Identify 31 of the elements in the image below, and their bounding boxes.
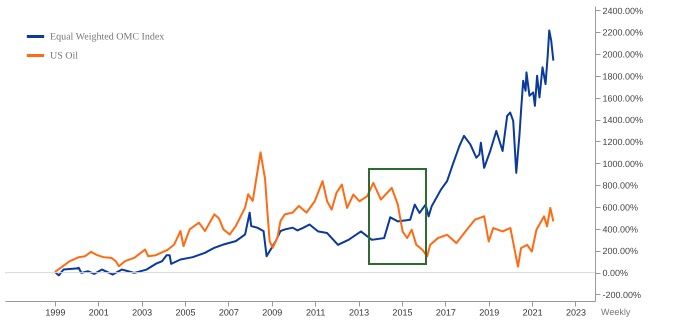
- y-tick-label: 2000.00%: [602, 50, 644, 60]
- y-tick-label: 2400.00%: [602, 6, 644, 16]
- x-tick-label: 2007: [218, 308, 239, 318]
- x-tick-label: 2017: [436, 308, 456, 318]
- text: Weekly: [601, 307, 631, 317]
- y-tick-label: 1000.00%: [602, 158, 644, 169]
- y-tick-label: 1400.00%: [602, 115, 644, 126]
- y-tick-label: 200.00%: [602, 246, 638, 256]
- x-tick-label: 2013: [349, 308, 370, 318]
- x-tick-label: 2005: [176, 308, 196, 318]
- y-tick-label: 1800.00%: [602, 71, 644, 82]
- x-tick-label: 2003: [132, 308, 152, 318]
- y-tick-label: 0.00%: [602, 268, 628, 278]
- y-tick-label: 600.00%: [602, 202, 638, 213]
- x-tick-label: 2023: [566, 308, 586, 318]
- x-tick-label: 2015: [392, 308, 412, 318]
- legend-label: Equal Weighted OMC Index: [50, 32, 164, 42]
- x-tick-label: 2011: [306, 308, 326, 318]
- y-tick-label: 400.00%: [602, 224, 638, 234]
- legend-label: US Oil: [50, 50, 78, 62]
- y-tick-label: 800.00%: [602, 180, 638, 191]
- x-tick-label: 2019: [479, 308, 500, 318]
- y-tick-label: -200.00%: [602, 290, 642, 300]
- y-tick-label: 1600.00%: [602, 93, 644, 104]
- y-tick-label: 1200.00%: [602, 136, 644, 147]
- x-tick-label: 2009: [262, 308, 282, 318]
- y-tick-label: 2200.00%: [602, 28, 644, 38]
- line-series: [54, 151, 554, 273]
- x-tick-label: 2001: [88, 308, 109, 318]
- x-tick-label: 2021: [522, 308, 543, 318]
- x-tick-label: 1999: [45, 308, 66, 318]
